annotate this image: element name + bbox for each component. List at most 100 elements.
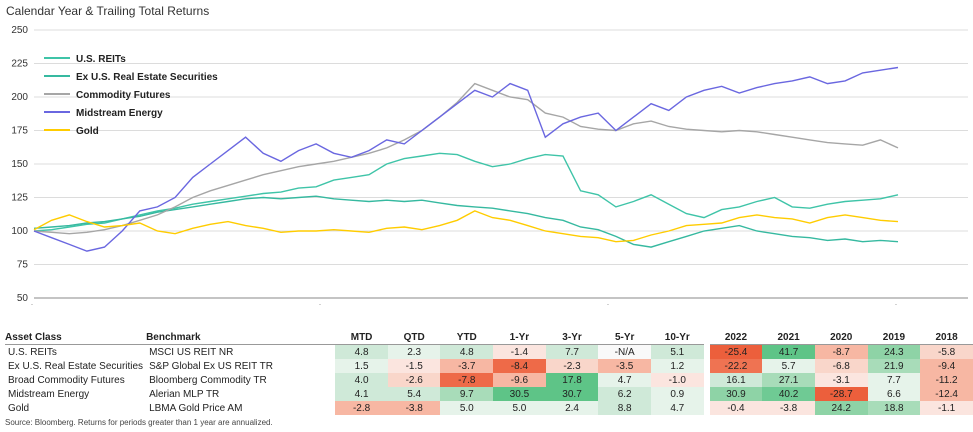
return-cell: -N/A bbox=[598, 344, 651, 359]
table-gap bbox=[703, 387, 710, 401]
return-cell: -22.2 bbox=[709, 359, 763, 373]
series-line-midstream-energy bbox=[33, 66, 899, 252]
x-tick-label: Jan-23 bbox=[739, 304, 770, 305]
y-tick-label: 100 bbox=[11, 226, 28, 237]
y-tick-label: 200 bbox=[11, 92, 28, 103]
x-tick-label: Oct-22 bbox=[667, 304, 697, 305]
y-tick-label: 150 bbox=[11, 159, 28, 170]
benchmark-cell: Bloomberg Commodity TR bbox=[149, 374, 267, 386]
return-cell: 17.8 bbox=[545, 373, 599, 387]
x-tick-label: Jul-23 bbox=[884, 304, 912, 305]
return-cell: -2.6 bbox=[387, 373, 441, 387]
column-header: 2022 bbox=[709, 330, 763, 345]
x-axis-ticks: Jul-20 Oct-20 Jan-21 Apr-21 Jul-21 Oct-21 Jan-… bbox=[20, 304, 912, 305]
x-tick-label: Apr-21 bbox=[235, 304, 265, 305]
table-gap bbox=[703, 401, 710, 415]
return-cell: -7.8 bbox=[440, 373, 494, 387]
asset-class-cell: Midstream Energy bbox=[8, 388, 90, 400]
return-cell: 2.4 bbox=[545, 401, 599, 415]
series-line-commodity-futures bbox=[33, 82, 899, 235]
return-cell: 9.7 bbox=[440, 387, 494, 401]
benchmark-cell: LBMA Gold Price AM bbox=[149, 402, 243, 414]
benchmark-cell: S&P Global Ex US REIT TR bbox=[149, 360, 273, 372]
return-cell: -3.5 bbox=[598, 359, 651, 373]
return-cell: -12.4 bbox=[920, 387, 973, 401]
return-cell: 5.0 bbox=[493, 401, 546, 415]
return-cell: 21.9 bbox=[867, 359, 921, 373]
return-cell: -6.8 bbox=[814, 359, 868, 373]
return-cell: 1.5 bbox=[335, 359, 388, 373]
return-cell: -1.1 bbox=[920, 401, 973, 415]
return-cell: 16.1 bbox=[709, 373, 763, 387]
return-cell: -2.8 bbox=[335, 401, 388, 415]
return-cell: -2.3 bbox=[545, 359, 599, 373]
return-cell: -9.6 bbox=[493, 373, 546, 387]
x-tick-label: Apr-23 bbox=[811, 304, 841, 305]
asset-class-cell: Ex U.S. Real Estate Securities bbox=[8, 360, 144, 372]
asset-class-cell: Gold bbox=[8, 402, 30, 414]
return-cell: 6.6 bbox=[867, 387, 921, 401]
return-cell: -3.1 bbox=[814, 373, 868, 387]
return-cell: 5.1 bbox=[650, 344, 704, 359]
table-row: Broad Commodity Futures Bloomberg Commodi… bbox=[5, 373, 973, 387]
return-cell: 8.8 bbox=[598, 401, 651, 415]
x-tick-label: Jan-21 bbox=[163, 304, 194, 305]
legend-label: U.S. REITs bbox=[76, 54, 126, 65]
y-tick-label: 175 bbox=[11, 126, 28, 137]
return-cell: -1.4 bbox=[493, 344, 546, 359]
x-tick-label: Jul-20 bbox=[20, 304, 48, 305]
table-gap bbox=[703, 359, 710, 373]
return-cell: 24.2 bbox=[814, 401, 868, 415]
table-row: Midstream Energy Alerian MLP TR 4.1 5.4 9.7 3… bbox=[5, 387, 973, 401]
column-header: Benchmark bbox=[146, 330, 336, 345]
y-tick-label: 75 bbox=[17, 260, 29, 271]
x-tick-label: Apr-22 bbox=[523, 304, 553, 305]
return-cell: 4.1 bbox=[335, 387, 388, 401]
return-cell: -11.2 bbox=[920, 373, 973, 387]
table-body: U.S. REITs MSCI US REIT NR 4.8 2.3 4.8 -1.4 7.… bbox=[5, 344, 973, 415]
return-cell: -3.8 bbox=[762, 401, 815, 415]
return-cell: 1.2 bbox=[650, 359, 704, 373]
table-gap bbox=[703, 344, 710, 359]
series-line-gold bbox=[33, 210, 899, 243]
legend-label: Ex U.S. Real Estate Securities bbox=[76, 72, 218, 83]
y-tick-label: 50 bbox=[17, 293, 29, 304]
return-cell: 2.3 bbox=[387, 344, 441, 359]
return-cell: 5.4 bbox=[387, 387, 441, 401]
legend-label: Midstream Energy bbox=[76, 108, 163, 119]
benchmark-cell: Alerian MLP TR bbox=[149, 388, 220, 400]
legend: U.S. REITs Ex U.S. Real Estate Securities… bbox=[44, 54, 218, 137]
benchmark-cell: MSCI US REIT NR bbox=[149, 346, 234, 358]
column-header: 2020 bbox=[814, 330, 868, 345]
return-cell: 5.7 bbox=[762, 359, 815, 373]
return-cell: -8.4 bbox=[493, 359, 546, 373]
return-cell: -3.8 bbox=[387, 401, 441, 415]
column-header: 2018 bbox=[920, 330, 973, 345]
legend-label: Commodity Futures bbox=[76, 90, 171, 101]
returns-table: Asset Class Benchmark MTD QTD YTD 1-Yr 3-Yr 5-Y… bbox=[5, 330, 973, 415]
return-cell: 4.7 bbox=[650, 401, 704, 415]
x-tick-label: Jan-22 bbox=[451, 304, 482, 305]
y-tick-label: 250 bbox=[11, 25, 28, 36]
column-header: YTD bbox=[440, 330, 494, 345]
return-cell: 30.9 bbox=[709, 387, 763, 401]
y-axis-ticks: 50 75 100 125 150 175 200 225 250 bbox=[11, 25, 28, 304]
column-header: QTD bbox=[387, 330, 441, 345]
y-tick-label: 125 bbox=[11, 193, 28, 204]
return-cell: 7.7 bbox=[867, 373, 921, 387]
grid-lines bbox=[34, 29, 968, 299]
return-cell: 30.7 bbox=[545, 387, 599, 401]
chart-title: Calendar Year & Trailing Total Returns bbox=[6, 4, 210, 18]
legend-label: Gold bbox=[76, 126, 99, 137]
return-cell: -25.4 bbox=[709, 344, 763, 359]
table-row: U.S. REITs MSCI US REIT NR 4.8 2.3 4.8 -1.4 7.… bbox=[5, 344, 973, 359]
return-cell: 6.2 bbox=[598, 387, 651, 401]
return-cell: 7.7 bbox=[545, 344, 599, 359]
return-cell: -3.7 bbox=[440, 359, 494, 373]
return-cell: -5.8 bbox=[920, 344, 973, 359]
table-row: Ex U.S. Real Estate Securities S&P Global… bbox=[5, 359, 973, 373]
return-cell: 27.1 bbox=[762, 373, 815, 387]
table-gap bbox=[703, 373, 710, 387]
return-cell: 41.7 bbox=[762, 344, 815, 359]
return-cell: 30.5 bbox=[493, 387, 546, 401]
